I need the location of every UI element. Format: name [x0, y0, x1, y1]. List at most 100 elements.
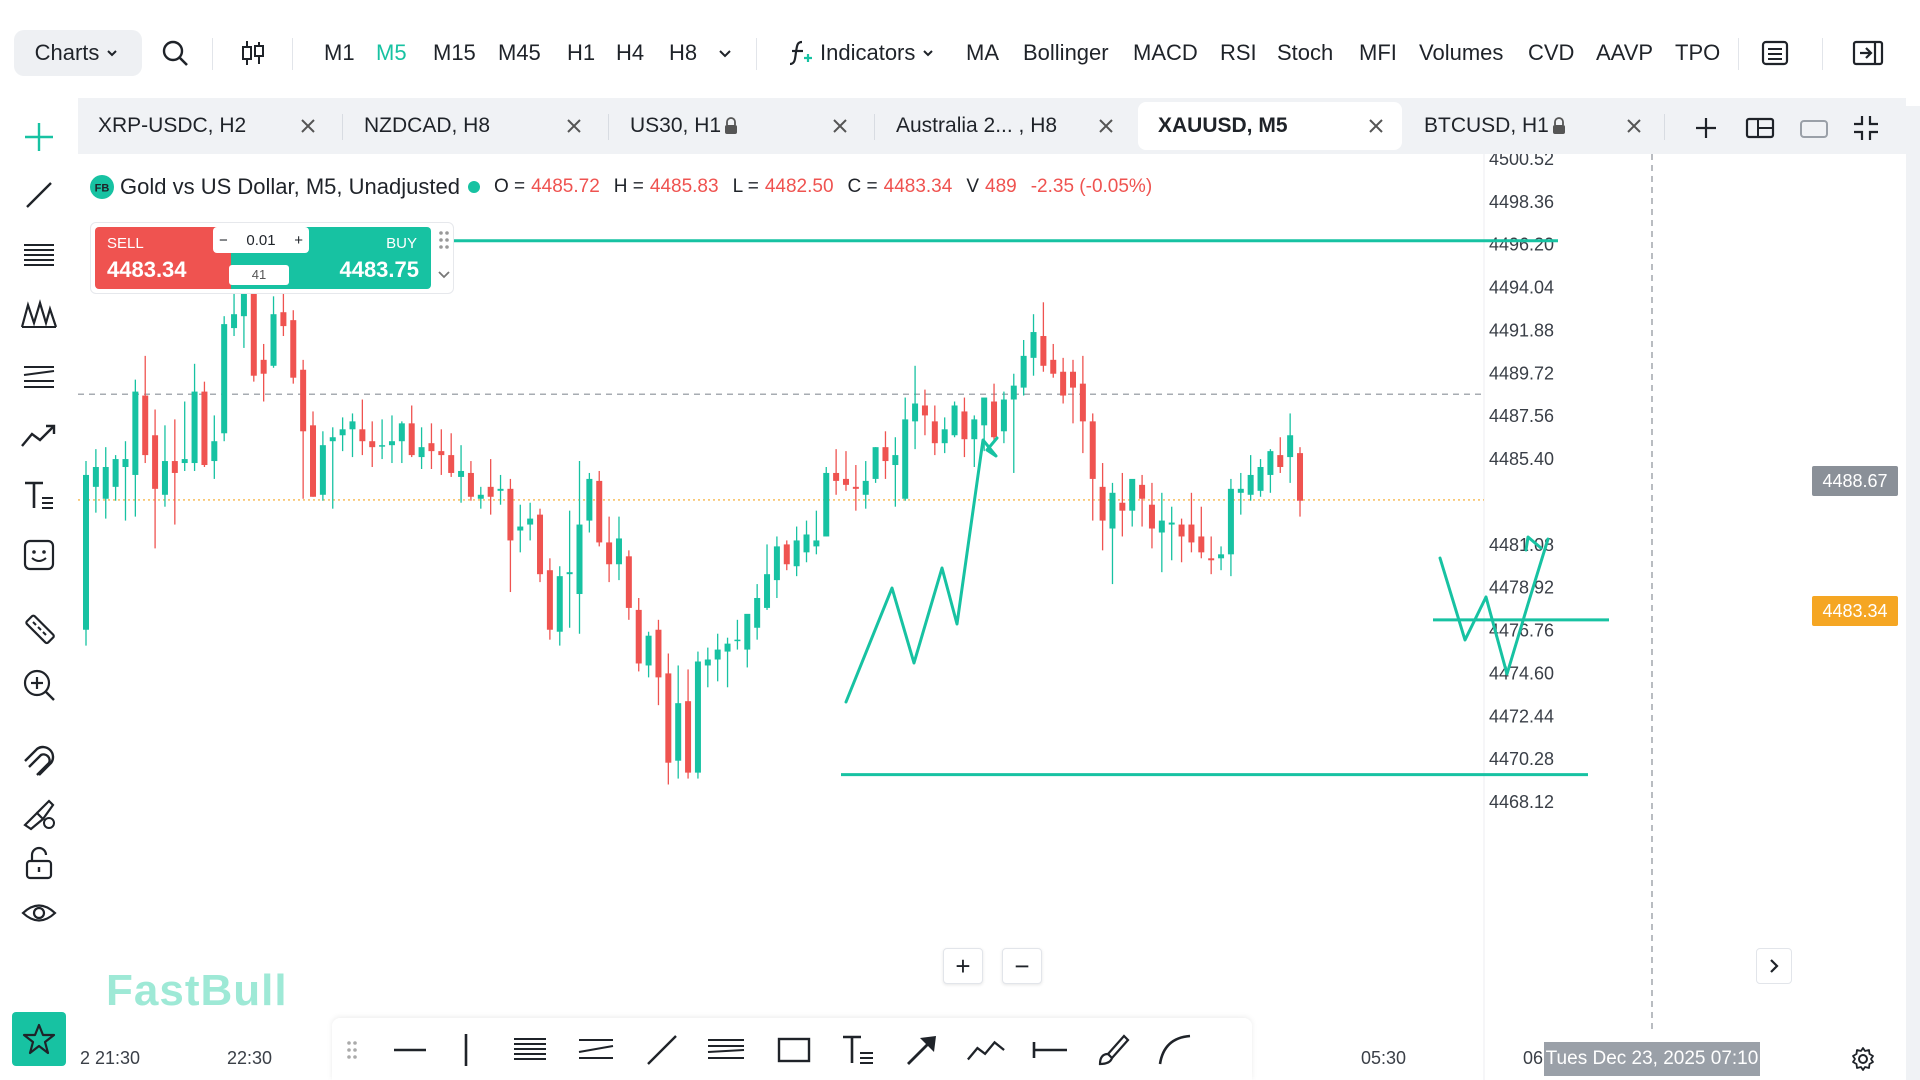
fullscreen-exit-button[interactable]: [1850, 112, 1882, 144]
lot-decrease-button[interactable]: −: [219, 231, 228, 249]
chart-area[interactable]: 4500.52 4498.36 4496.20 4494.04 4491.88 4489.…: [78, 154, 1906, 1080]
tab-divider: [608, 114, 609, 140]
lock-drawings-tool[interactable]: [16, 840, 62, 886]
close-icon[interactable]: [1622, 114, 1646, 138]
zoom-out-button[interactable]: −: [1002, 948, 1042, 984]
candle-body: [675, 703, 682, 761]
toolbar-drag-handle[interactable]: [342, 1030, 362, 1070]
add-tab-button[interactable]: [1690, 112, 1722, 144]
candle-body: [902, 419, 909, 499]
close-icon[interactable]: [1094, 114, 1118, 138]
tab-nzdcad[interactable]: NZDCAD, H8: [344, 102, 600, 150]
search-button[interactable]: [160, 30, 190, 76]
candle-body: [1267, 451, 1274, 475]
timeframe-h8[interactable]: H8: [669, 40, 698, 65]
zoom-tool[interactable]: [16, 662, 62, 708]
arc-tool[interactable]: [1154, 1030, 1194, 1070]
price-chart[interactable]: 4500.52 4498.36 4496.20 4494.04 4491.88 4489.…: [78, 154, 1906, 1080]
candle-body: [458, 470, 465, 477]
scroll-to-latest-button[interactable]: [1756, 948, 1792, 984]
close-icon[interactable]: [296, 114, 320, 138]
indicator-stoch[interactable]: Stoch: [1277, 40, 1334, 65]
indicator-macd[interactable]: MACD: [1133, 40, 1198, 65]
indicator-rsi[interactable]: RSI: [1220, 40, 1257, 65]
parallel-channel-tool[interactable]: [576, 1030, 616, 1070]
indicator-cvd[interactable]: CVD: [1528, 40, 1575, 65]
candle-body: [576, 524, 583, 595]
tab-xauusd[interactable]: XAUUSD, M5: [1138, 102, 1402, 150]
horizontal-ray-tool[interactable]: [1030, 1030, 1070, 1070]
candle-body: [872, 447, 879, 479]
candle-body: [724, 643, 731, 652]
arrow-tool[interactable]: [902, 1030, 942, 1070]
crosshair-tool[interactable]: [16, 114, 62, 160]
timeframe-m1[interactable]: M1: [324, 40, 355, 65]
indicator-volumes[interactable]: Volumes: [1419, 40, 1504, 65]
trend-line-tool-quick[interactable]: [642, 1030, 682, 1070]
high-value: 4485.83: [649, 176, 719, 197]
candle-body: [694, 661, 701, 773]
lot-size-stepper[interactable]: − 0.01 +: [213, 227, 309, 253]
candle-body: [201, 391, 208, 466]
fib-tool[interactable]: [16, 232, 62, 278]
timeframe-h1[interactable]: H1: [567, 40, 596, 65]
path-tool[interactable]: [966, 1030, 1006, 1070]
single-layout-button[interactable]: [1798, 112, 1830, 144]
close-icon[interactable]: [562, 114, 586, 138]
close-icon[interactable]: [828, 114, 852, 138]
indicators-button[interactable]: Indicators: [786, 30, 937, 76]
charts-menu-button[interactable]: Charts: [14, 30, 142, 76]
fib-retracement-tool[interactable]: [510, 1030, 550, 1070]
indicator-aavp[interactable]: AAVP: [1596, 40, 1654, 65]
candle-body: [714, 649, 721, 660]
tab-xrp-usdc[interactable]: XRP-USDC, H2: [78, 102, 334, 150]
candle-body: [398, 423, 405, 442]
timeframe-m15[interactable]: M15: [433, 40, 476, 65]
horizontal-line-icon: [394, 1048, 426, 1052]
pattern-tool[interactable]: [16, 292, 62, 338]
rectangle-tool[interactable]: [774, 1030, 814, 1070]
drawn-annotation-path: [844, 436, 999, 704]
timeframe-m45[interactable]: M45: [498, 40, 541, 65]
trade-panel-expand[interactable]: [435, 265, 453, 283]
tab-btcusd[interactable]: BTCUSD, H1: [1404, 102, 1660, 150]
tab-australia[interactable]: Australia 2... , H8: [876, 102, 1132, 150]
brush-tool[interactable]: [1092, 1030, 1132, 1070]
erase-drawings-tool[interactable]: [16, 790, 62, 836]
more-timeframes-button[interactable]: [716, 30, 734, 76]
lot-increase-button[interactable]: +: [294, 231, 303, 249]
text-tool[interactable]: [16, 472, 62, 518]
chart-settings-button[interactable]: [1846, 1042, 1880, 1076]
collapse-panel-button[interactable]: [1852, 30, 1884, 76]
chart-type-button[interactable]: [238, 30, 268, 76]
timeframe-h4[interactable]: H4: [616, 40, 645, 65]
candle-body: [260, 359, 267, 374]
lot-size-value[interactable]: 0.01: [246, 231, 276, 249]
timeframe-m5[interactable]: M5: [376, 40, 407, 65]
indicator-ma[interactable]: MA: [966, 40, 999, 65]
price-axis-label: 4487.56: [1489, 406, 1554, 426]
emoji-tool[interactable]: [16, 532, 62, 578]
indicator-mfi[interactable]: MFI: [1359, 40, 1397, 65]
drag-handle[interactable]: [437, 229, 451, 251]
horizontal-line-tool[interactable]: [390, 1030, 430, 1070]
indicator-tpo[interactable]: TPO: [1675, 40, 1721, 65]
close-icon[interactable]: [1364, 114, 1388, 138]
indicator-bollinger[interactable]: Bollinger: [1023, 40, 1109, 65]
arrow-icon: [907, 1036, 936, 1065]
zoom-in-button[interactable]: +: [943, 948, 983, 984]
favorites-button[interactable]: [12, 1012, 66, 1066]
fib-channel-tool[interactable]: [706, 1030, 746, 1070]
measure-tool[interactable]: [16, 606, 62, 652]
text-tool-quick[interactable]: [838, 1030, 878, 1070]
hide-drawings-tool[interactable]: [16, 890, 62, 936]
sell-button[interactable]: SELL 4483.34: [95, 227, 231, 289]
forecast-tool[interactable]: [16, 412, 62, 458]
tab-us30[interactable]: US30, H1: [610, 102, 866, 150]
trend-line-tool[interactable]: [16, 172, 62, 218]
layout-button[interactable]: [1760, 30, 1790, 76]
channel-tool[interactable]: [16, 352, 62, 398]
magnet-tool[interactable]: [16, 740, 62, 786]
split-layout-button[interactable]: [1744, 112, 1776, 144]
vertical-line-tool[interactable]: [446, 1030, 486, 1070]
